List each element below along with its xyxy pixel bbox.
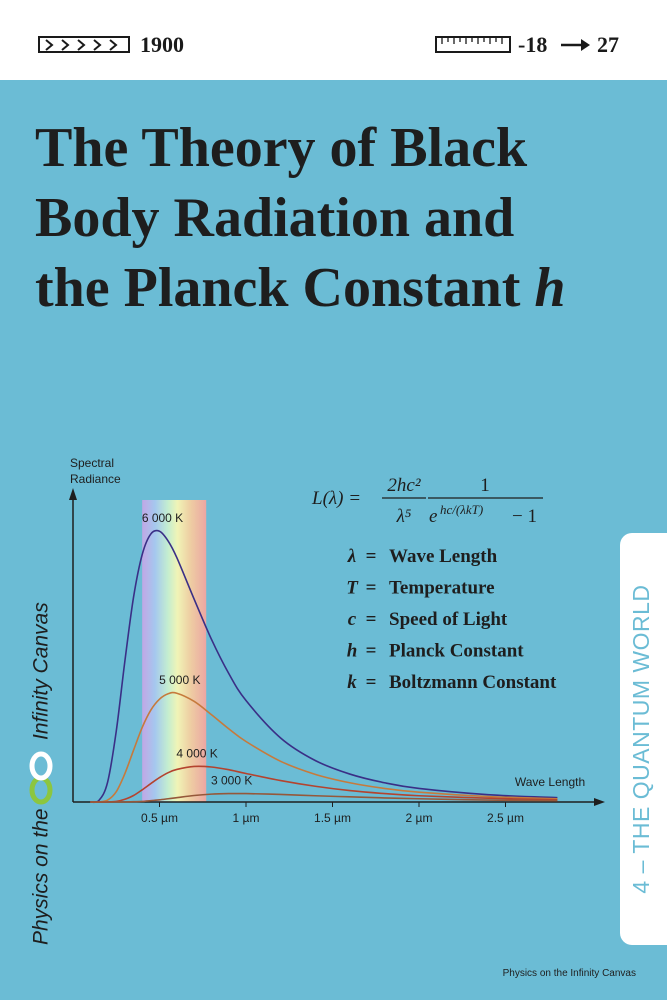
x-tick-label: 0.5 µm	[141, 811, 178, 825]
formula-base: e	[429, 506, 437, 527]
brand-prefix: Physics on the	[30, 808, 53, 945]
x-tick-label: 1.5 µm	[314, 811, 351, 825]
definition-label: Boltzmann Constant	[389, 672, 557, 693]
formula-numerator: 2hc²	[387, 475, 420, 496]
series-label: 3 000 K	[211, 774, 252, 788]
definitions: λ = Wave Length T = Temperature c = Speed of Lig…	[346, 546, 557, 693]
title-symbol: h	[534, 257, 565, 319]
definition-label: Wave Length	[389, 546, 498, 567]
series-line	[90, 529, 558, 804]
x-tick-label: 2 µm	[406, 811, 433, 825]
definition-label: Speed of Light	[389, 609, 508, 630]
y-axis-arrow	[69, 488, 77, 500]
timeline-icon	[38, 36, 130, 53]
series-label: 5 000 K	[159, 673, 200, 687]
definition-equals: =	[366, 641, 377, 662]
chart: Spectral Radiance Wave Length 0.5 µm 1 µm 1.5…	[69, 456, 605, 825]
background	[0, 80, 667, 1000]
range-arrow	[561, 39, 590, 51]
formula-lhs: L(λ) =	[311, 488, 361, 509]
series-label: 4 000 K	[176, 746, 217, 760]
series-line	[90, 792, 558, 803]
x-tick-label: 1 µm	[233, 811, 260, 825]
y-axis-label: Spectral	[70, 456, 114, 470]
x-axis-label: Wave Length	[515, 775, 585, 789]
footer: Physics on the Infinity Canvas	[503, 968, 636, 979]
brand-name: Infinity Canvas	[30, 602, 53, 740]
definition-symbol: c	[348, 609, 357, 630]
formula: L(λ) = 2hc² λ⁵ 1 e hc/(λkT) − 1	[311, 475, 543, 527]
range-to: 27	[597, 32, 619, 57]
year: 1900	[140, 32, 184, 57]
y-axis-label: Radiance	[70, 472, 121, 486]
definition-symbol: h	[347, 641, 358, 662]
title-text: the Planck Constant	[35, 257, 521, 319]
x-tick-label: 2.5 µm	[487, 811, 524, 825]
definition-label: Planck Constant	[389, 641, 524, 662]
definition-symbol: λ	[347, 546, 356, 567]
title-line: the Planck Constant h	[35, 257, 566, 319]
series-label: 6 000 K	[142, 511, 183, 525]
x-axis-arrow	[594, 798, 605, 806]
range-from: -18	[518, 32, 547, 57]
series-line	[90, 765, 558, 803]
brand-logo	[29, 751, 53, 805]
formula-minus-one: − 1	[512, 506, 537, 527]
header-bar	[0, 0, 667, 80]
definition-symbol: T	[346, 578, 359, 599]
formula-denominator: λ⁵	[396, 506, 412, 527]
definition-equals: =	[366, 609, 377, 630]
title-line: Body Radiation and	[35, 187, 514, 249]
definition-equals: =	[366, 672, 377, 693]
definition-equals: =	[366, 546, 377, 567]
definition-equals: =	[366, 578, 377, 599]
series-line	[90, 691, 558, 803]
ruler-icon	[435, 36, 511, 53]
formula-exponent: hc/(λkT)	[440, 502, 483, 517]
side-tab-text: 4 – THE QUANTUM WORLD	[628, 584, 654, 893]
definition-symbol: k	[347, 672, 357, 693]
formula-numerator: 1	[480, 475, 490, 496]
side-tab	[620, 533, 667, 945]
title-line: The Theory of Black	[35, 117, 528, 179]
definition-label: Temperature	[389, 578, 495, 599]
